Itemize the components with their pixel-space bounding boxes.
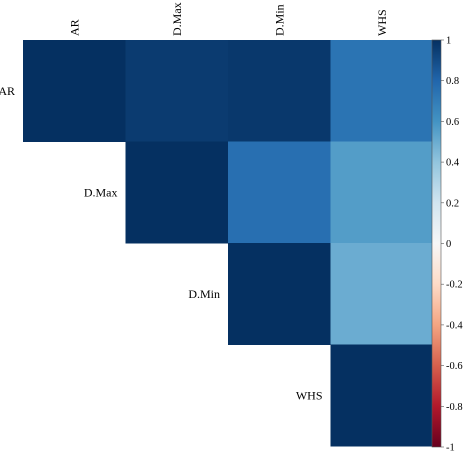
column-label-whs: WHS [375, 9, 389, 36]
row-label-dmax: D.Max [84, 185, 118, 199]
heatmap-cell-dmin-dmin [228, 243, 331, 345]
heatmap-cell-dmax-dmax [125, 141, 229, 244]
colorbar-tick-label: 0.8 [446, 76, 459, 87]
heatmap-cell-dmin-whs [330, 243, 434, 345]
heatmap-cells [23, 40, 434, 447]
column-label-dmax: D.Max [170, 2, 184, 36]
heatmap-cell-ar-whs [330, 40, 434, 142]
row-label-ar: AR [0, 84, 15, 98]
colorbar-tick-label: 1 [446, 36, 451, 47]
colorbar-tick-label: -0.8 [446, 402, 463, 413]
column-label-dmin: D.Min [272, 4, 286, 36]
row-labels: AR D.Max D.Min WHS [0, 84, 323, 403]
colorbar-tick-label: 0 [446, 239, 451, 250]
colorbar-tick-label: -0.2 [446, 280, 463, 291]
colorbar-tick-label: 0.6 [446, 117, 459, 128]
colorbar-ticks: 1 0.8 0.6 0.4 0.2 0 -0.2 -0.4 -0.6 -0.8 -1 [441, 36, 463, 454]
column-label-ar: AR [67, 19, 81, 36]
top-axis-labels: AR D.Max D.Min WHS [67, 2, 389, 36]
heatmap-cell-ar-ar [23, 40, 126, 142]
colorbar-gradient [431, 39, 442, 448]
colorbar-tick-label: -1 [446, 443, 455, 454]
heatmap-cell-ar-dmin [228, 40, 331, 142]
row-label-whs: WHS [296, 388, 323, 402]
colorbar-tick-label: -0.4 [446, 320, 463, 331]
colorbar-tick-label: 0.2 [446, 198, 459, 209]
colorbar-tick-label: 0.4 [446, 158, 460, 169]
colorbar-tick-label: -0.6 [446, 361, 463, 372]
heatmap-cell-dmax-whs [330, 141, 434, 244]
colorbar [431, 39, 442, 448]
heatmap-cell-dmax-dmin [228, 141, 331, 244]
heatmap-cell-ar-dmax [125, 40, 229, 142]
row-label-dmin: D.Min [188, 287, 220, 301]
heatmap-cell-whs-whs [330, 344, 434, 447]
